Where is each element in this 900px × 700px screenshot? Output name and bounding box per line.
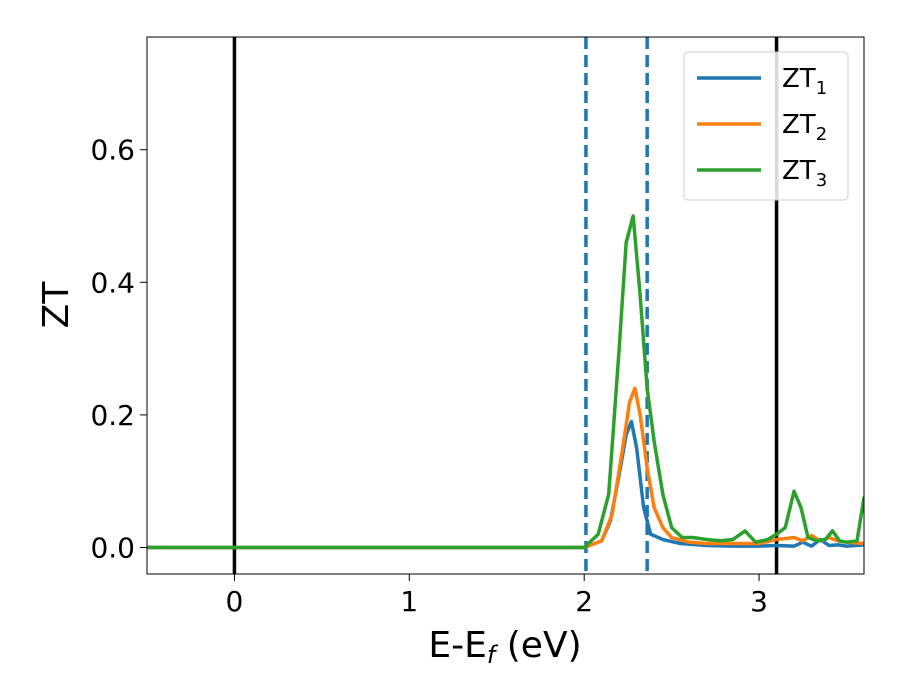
x-tick-label-2: 2 bbox=[575, 585, 593, 618]
legend: ZT1 ZT2 ZT3 bbox=[683, 51, 849, 201]
legend-label-3: ZT3 bbox=[782, 156, 827, 191]
y-tick-label-1: 0.2 bbox=[90, 399, 135, 432]
legend-box bbox=[683, 51, 849, 201]
y-axis-label: ZT bbox=[36, 281, 77, 329]
x-axis-ticks: 0 1 2 3 bbox=[226, 574, 768, 618]
legend-label-2: ZT2 bbox=[782, 110, 827, 145]
x-tick-label-1: 1 bbox=[400, 585, 418, 618]
y-axis-ticks: 0.0 0.2 0.4 0.6 bbox=[90, 134, 147, 564]
plot-frame bbox=[146, 36, 865, 575]
y-tick-label-2: 0.4 bbox=[90, 266, 135, 299]
x-tick-label-3: 3 bbox=[750, 585, 768, 618]
y-tick-label-3: 0.6 bbox=[90, 134, 135, 167]
x-tick-label-0: 0 bbox=[226, 585, 244, 618]
legend-label-1: ZT1 bbox=[782, 64, 827, 99]
series-line-3 bbox=[147, 214, 864, 550]
y-tick-label-0: 0.0 bbox=[90, 531, 135, 564]
x-axis-label: E-Ef (eV) bbox=[428, 625, 581, 669]
series-layer bbox=[147, 214, 864, 550]
